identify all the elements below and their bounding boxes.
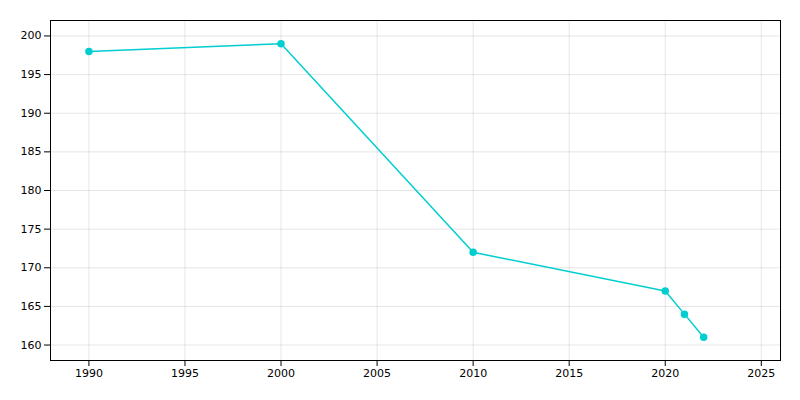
svg-text:2020: 2020 (651, 367, 679, 380)
svg-text:190: 190 (21, 107, 42, 120)
svg-text:160: 160 (21, 339, 42, 352)
svg-text:195: 195 (21, 68, 42, 81)
svg-text:185: 185 (21, 145, 42, 158)
svg-text:1995: 1995 (171, 367, 199, 380)
svg-text:2005: 2005 (363, 367, 391, 380)
svg-text:165: 165 (21, 300, 42, 313)
svg-text:2000: 2000 (267, 367, 295, 380)
svg-text:2010: 2010 (459, 367, 487, 380)
svg-text:200: 200 (21, 29, 42, 42)
svg-text:175: 175 (21, 223, 42, 236)
svg-text:1990: 1990 (75, 367, 103, 380)
svg-text:180: 180 (21, 184, 42, 197)
svg-text:2015: 2015 (555, 367, 583, 380)
svg-text:170: 170 (21, 261, 42, 274)
svg-text:2025: 2025 (747, 367, 775, 380)
